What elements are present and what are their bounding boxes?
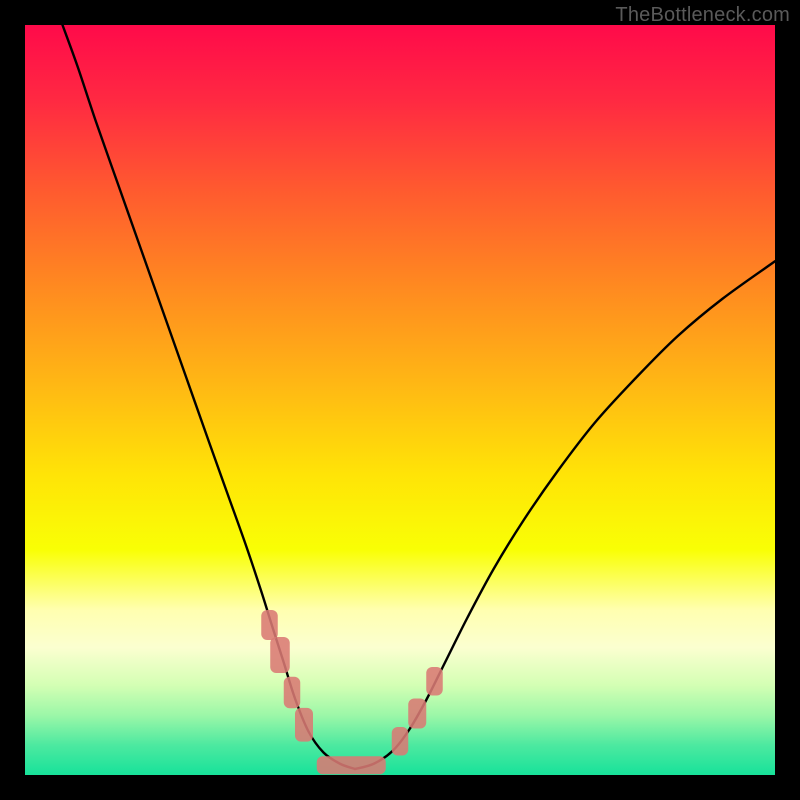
plot-area	[25, 25, 775, 775]
marker-right-2	[426, 667, 443, 696]
outer-frame: TheBottleneck.com	[0, 0, 800, 800]
chart-svg	[25, 25, 775, 775]
marker-left-1	[270, 637, 290, 673]
marker-left-3	[295, 708, 313, 742]
marker-left-0	[261, 610, 278, 640]
curve-right	[355, 261, 775, 769]
marker-bottom-bar	[317, 756, 386, 774]
watermark-text: TheBottleneck.com	[615, 4, 790, 27]
marker-left-2	[284, 677, 301, 709]
curve-left	[63, 25, 356, 769]
marker-right-1	[408, 699, 426, 729]
marker-right-0	[392, 727, 409, 756]
